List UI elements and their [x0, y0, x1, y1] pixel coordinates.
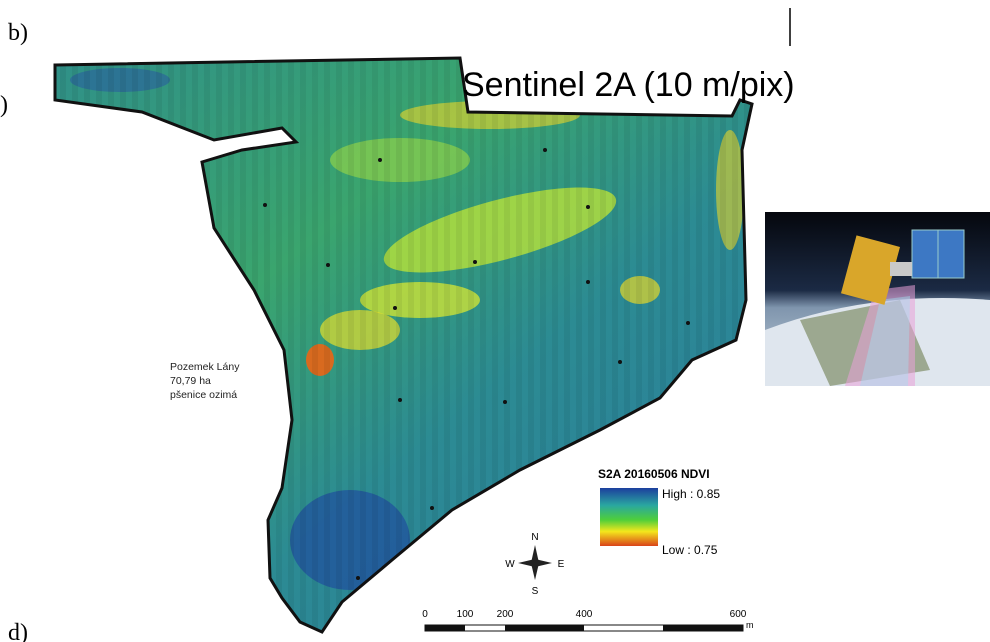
field-label: Pozemek Lány 70,79 ha pšenice ozimá [170, 361, 240, 401]
field-label-line: 70,79 ha [170, 375, 211, 387]
panel-label: b) [8, 20, 28, 46]
legend-low: Low : 0.75 [662, 543, 718, 557]
compass-e: E [558, 559, 565, 570]
field-label-line: pšenice ozimá [170, 389, 237, 401]
title: Sentinel 2A (10 m/pix) [462, 66, 795, 104]
figure: b) ) d) Sentinel 2A (10 m/pix) Pozemek L… [0, 0, 990, 642]
scale-unit: m [746, 620, 754, 630]
compass-w: W [505, 559, 515, 570]
scale-label: 0 [422, 609, 428, 620]
compass-s: S [532, 586, 539, 597]
scale-label: 600 [730, 609, 747, 620]
legend-title: S2A 20160506 NDVI [598, 467, 710, 481]
edge-fragment: ) [0, 92, 8, 118]
compass-n: N [531, 532, 538, 543]
satellite-image [765, 212, 990, 386]
scale-label: 100 [457, 609, 474, 620]
scale-label: 400 [576, 609, 593, 620]
scale-bar: 0 100 200 400 600 m [422, 609, 753, 631]
legend-ramp [600, 488, 658, 546]
legend: S2A 20160506 NDVI High : 0.85 Low : 0.75 [590, 460, 760, 560]
panel-label: d) [8, 620, 28, 642]
scale-label: 200 [497, 609, 514, 620]
compass: N S W E [505, 532, 564, 597]
legend-high: High : 0.85 [662, 487, 720, 501]
field-label-line: Pozemek Lány [170, 361, 240, 373]
